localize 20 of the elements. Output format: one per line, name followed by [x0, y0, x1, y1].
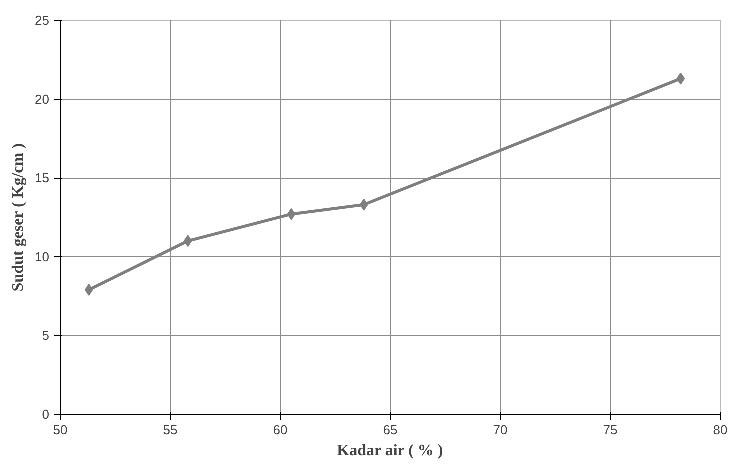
- y-tick-label: 15: [35, 170, 50, 186]
- point: [84, 284, 94, 296]
- y-tick-label: 25: [35, 13, 50, 28]
- x-tick-label: 65: [383, 422, 398, 438]
- x-tick-label: 80: [713, 422, 728, 438]
- x-tick-label: 75: [603, 422, 618, 438]
- y-tick-label: 0: [42, 407, 50, 422]
- point: [287, 208, 296, 220]
- y-tick-label: 20: [35, 92, 50, 107]
- y-tick-label: 10: [35, 249, 50, 264]
- x-axis-title: Kadar air ( % ): [337, 442, 444, 460]
- x-tick-label: 50: [53, 422, 68, 438]
- x-tick-label: 55: [163, 422, 178, 438]
- y-tick-label: 5: [42, 328, 50, 344]
- point: [360, 198, 368, 211]
- x-tick-label: 60: [273, 422, 288, 438]
- point: [184, 235, 192, 248]
- x-tick-label: 70: [493, 422, 508, 438]
- y-axis-title: Sudut geser ( Kg/cm ): [10, 144, 28, 292]
- point: [676, 72, 686, 85]
